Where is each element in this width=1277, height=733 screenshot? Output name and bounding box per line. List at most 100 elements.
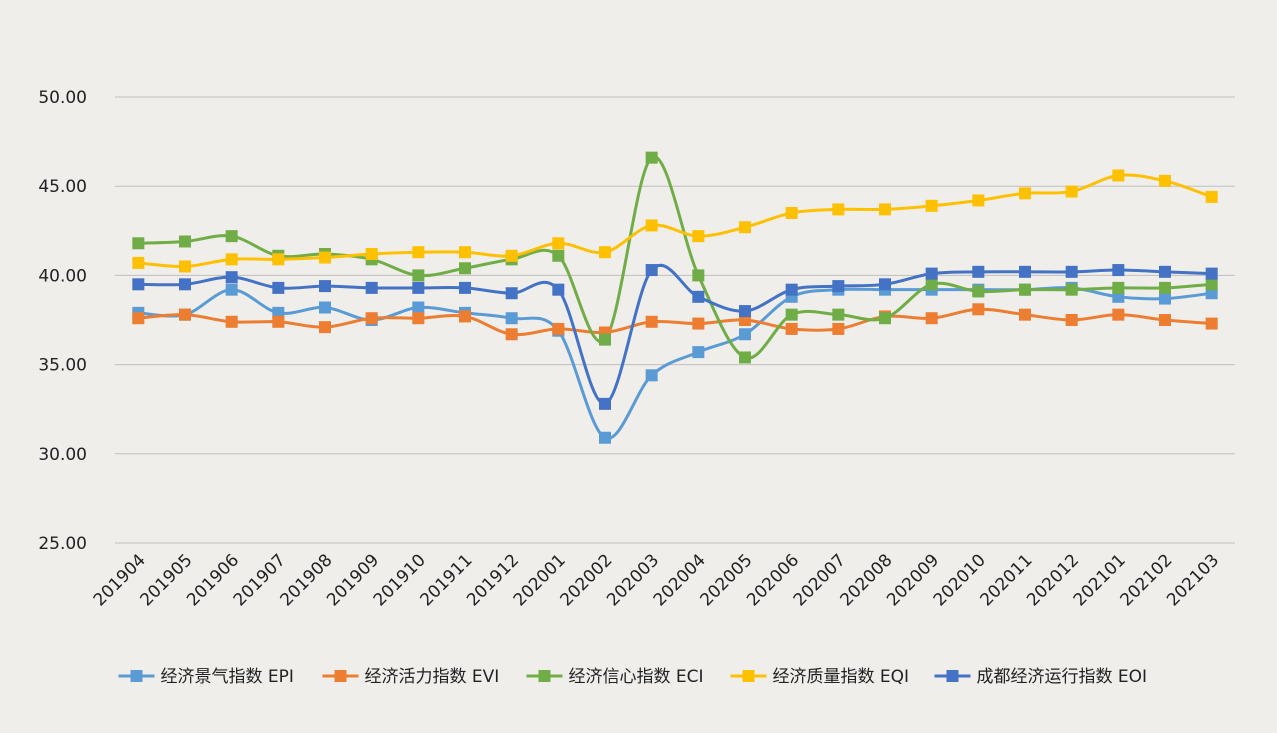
legend-item: 经济活力指数 EVI [322, 667, 499, 687]
data-point [225, 283, 238, 296]
legend-swatch-marker [742, 670, 755, 682]
data-point [459, 246, 471, 259]
data-point [272, 281, 285, 294]
data-point [645, 151, 658, 164]
data-point [319, 321, 331, 334]
data-point [832, 280, 845, 293]
data-point [739, 305, 751, 318]
data-point [785, 308, 798, 321]
data-point [832, 322, 845, 335]
data-point [832, 203, 845, 216]
data-point [132, 312, 145, 325]
data-point [1112, 308, 1125, 321]
legend-item: 经济信心指数 ECI [526, 667, 704, 687]
data-point [319, 301, 331, 314]
data-point [1065, 314, 1078, 326]
data-point [412, 246, 425, 259]
data-point [1205, 267, 1218, 280]
data-point [505, 249, 518, 262]
data-point [832, 308, 845, 321]
data-point [739, 221, 751, 234]
data-point [179, 278, 191, 291]
data-point [132, 256, 145, 269]
y-tick-label: 30.00 [38, 445, 87, 465]
data-point [412, 301, 425, 314]
data-point [225, 253, 238, 266]
series-line-1 [136, 307, 1214, 337]
data-point [1112, 169, 1125, 182]
data-point [132, 278, 145, 291]
data-point [505, 312, 518, 325]
data-point [1065, 185, 1078, 198]
data-point [739, 351, 751, 364]
data-point [319, 280, 331, 293]
data-point [972, 285, 985, 298]
data-point [179, 308, 191, 321]
data-point [1065, 265, 1078, 278]
data-point [1019, 283, 1031, 296]
data-point [552, 322, 565, 335]
data-point [1159, 265, 1171, 278]
legend-label: 经济质量指数 EQI [773, 667, 910, 687]
data-point [645, 219, 658, 232]
data-point [785, 322, 798, 335]
data-point [879, 312, 891, 325]
data-point [225, 271, 238, 284]
series-markers-0 [132, 281, 1218, 444]
data-point [272, 315, 285, 328]
y-tick-label: 45.00 [38, 177, 87, 197]
series-lines [136, 155, 1214, 440]
data-point [459, 262, 471, 275]
legend-label: 经济信心指数 ECI [569, 667, 704, 687]
data-point [972, 303, 985, 316]
series-markers-3 [132, 169, 1218, 273]
legend-item: 经济质量指数 EQI [730, 667, 910, 687]
data-point [879, 278, 891, 291]
data-point [365, 281, 378, 294]
data-point [365, 247, 378, 260]
x-axis-tick-labels: 2019042019052019062019072019082019092019… [90, 550, 1223, 610]
data-point [1205, 317, 1218, 330]
data-point [179, 235, 191, 248]
series-markers [132, 151, 1218, 444]
data-point [739, 328, 751, 341]
data-point [1159, 292, 1171, 305]
data-point [645, 369, 658, 382]
data-point [1112, 264, 1125, 277]
data-point [132, 237, 145, 250]
data-point [505, 328, 518, 341]
series-line-0 [136, 286, 1214, 440]
legend-swatch-marker [130, 670, 143, 682]
data-point [1065, 283, 1078, 296]
data-point [692, 269, 705, 282]
y-tick-label: 50.00 [38, 88, 87, 108]
data-point [1159, 281, 1171, 294]
data-point [459, 310, 471, 323]
legend-item: 成都经济运行指数 EOI [934, 667, 1147, 687]
data-point [1159, 314, 1171, 326]
data-point [645, 315, 658, 328]
data-point [365, 312, 378, 325]
data-point [692, 346, 705, 359]
y-axis-tick-labels: 25.00 30.00 35.00 40.00 45.00 50.00 [38, 88, 87, 554]
data-point [879, 203, 891, 216]
data-point [692, 290, 705, 303]
data-point [459, 281, 471, 294]
data-point [1159, 174, 1171, 187]
data-point [645, 264, 658, 277]
data-point [599, 333, 611, 346]
data-point [179, 260, 191, 273]
data-point [552, 283, 565, 296]
data-point [925, 312, 938, 325]
data-point [599, 431, 611, 444]
data-point [552, 237, 565, 250]
data-point [925, 267, 938, 280]
data-point [272, 253, 285, 266]
data-point [1019, 308, 1031, 321]
series-line-4 [136, 263, 1214, 406]
legend: 经济景气指数 EPI 经济活力指数 EVI 经济信心指数 ECI 经济质量指数 EQI… [118, 667, 1147, 687]
data-point [225, 315, 238, 328]
data-point [1205, 190, 1218, 203]
y-tick-label: 35.00 [38, 356, 87, 376]
